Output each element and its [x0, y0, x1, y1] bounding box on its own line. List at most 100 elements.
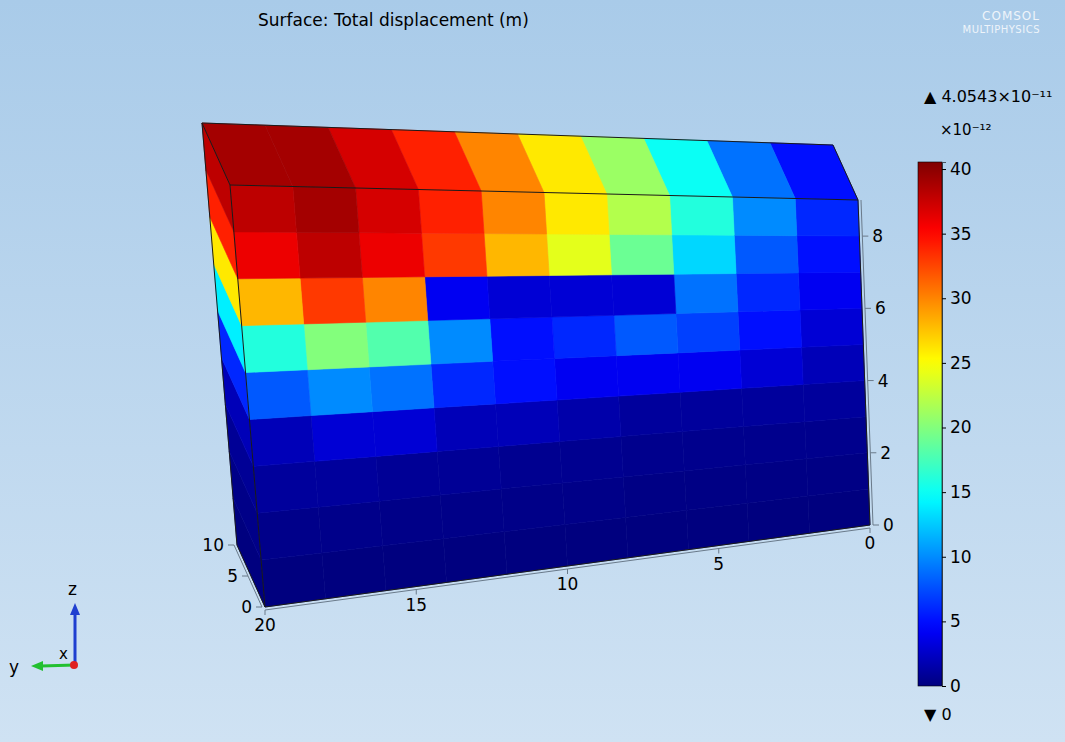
box-edge: [833, 145, 858, 200]
surface-cell: [803, 381, 866, 422]
z-tick: [870, 452, 876, 453]
surface-cell: [437, 446, 501, 495]
surface-cell: [736, 273, 800, 312]
box-edge: [265, 525, 870, 607]
triad-y-head: [31, 661, 43, 671]
surface-cell: [557, 396, 621, 441]
surface-cell: [795, 199, 859, 237]
x-tick-label: 5: [227, 566, 238, 586]
surface-cell: [805, 417, 868, 459]
surface-cell: [674, 274, 738, 314]
colorbar-tick-mark: [942, 428, 946, 429]
surface-cell: [234, 232, 300, 279]
surface-cell: [253, 461, 318, 513]
z-tick-label: 8: [872, 226, 883, 246]
surface-cell: [322, 546, 386, 599]
surface-cell: [616, 353, 680, 396]
axis-triad: z y x: [9, 579, 80, 677]
surface-cell: [418, 190, 484, 234]
surface-cell: [304, 322, 369, 370]
surface-cell: [359, 233, 425, 278]
surface-cell: [732, 197, 796, 236]
surface-cell: [356, 188, 422, 233]
figure: 05101520051002468Surface: Total displace…: [0, 0, 1065, 742]
colorbar-tick: 35: [942, 224, 972, 244]
colorbar-tick-label: 5: [950, 611, 961, 631]
surface-cell: [366, 320, 431, 366]
surface-cell: [249, 416, 314, 467]
surface-cell: [257, 507, 322, 560]
surface-cell: [672, 235, 736, 274]
y-tick-label: 10: [557, 574, 579, 594]
colorbar-tick-mark: [942, 234, 946, 235]
surface-cell: [684, 465, 747, 510]
surface-cell: [202, 123, 293, 187]
triad-z-label: z: [68, 579, 77, 599]
box-edge: [858, 200, 870, 525]
colorbar-tick-label: 0: [950, 676, 961, 696]
surface-cell: [612, 274, 676, 315]
triad-y-label: y: [9, 657, 19, 677]
z-tick: [865, 308, 871, 309]
surface-cell: [315, 456, 380, 507]
surface-cell: [680, 388, 743, 431]
colorbar-tick: 15: [942, 482, 972, 502]
surface-cell: [682, 427, 745, 471]
surface-cell: [678, 350, 742, 392]
colorbar-tick-label: 15: [950, 482, 972, 502]
colorbar-tick: 10: [942, 547, 972, 567]
x-tick-label: 10: [202, 535, 224, 555]
triad-x: [70, 661, 78, 669]
surface-cell: [362, 277, 427, 322]
colorbar-tick-label: 30: [950, 288, 972, 308]
surface-cell: [238, 278, 304, 326]
watermark: COMSOL: [982, 9, 1040, 23]
colorbar-tick-label: 35: [950, 224, 972, 244]
surface-cell: [246, 370, 311, 420]
surface-cell: [434, 404, 498, 452]
colorbar-tick: 25: [942, 353, 972, 373]
surface-cell: [544, 193, 609, 235]
colorbar: [918, 162, 942, 686]
surface-cell: [379, 495, 443, 546]
surface-cell: [806, 453, 868, 496]
z-tick-label: 6: [875, 298, 886, 318]
y-tick-label: 15: [405, 595, 427, 615]
box-edge: [230, 185, 265, 607]
surface-cell: [742, 384, 805, 426]
colorbar-axis: 0510152025303540: [942, 159, 972, 696]
surface-cell: [484, 234, 549, 277]
surface-cell: [676, 312, 740, 353]
triad-z-head: [70, 603, 80, 615]
surface-cell: [607, 194, 672, 235]
surface-cell: [443, 532, 507, 583]
surface-cell: [802, 344, 865, 384]
surface-cell: [547, 234, 612, 276]
surface-cell: [440, 489, 504, 539]
colorbar-tick-label: 10: [950, 547, 972, 567]
surface-cell: [431, 361, 496, 407]
surface-cell: [800, 308, 863, 347]
surface-cell: [554, 356, 618, 400]
surface-cell: [300, 277, 366, 323]
surface-plot: [202, 123, 870, 607]
background: [0, 0, 1065, 742]
surface-cell: [609, 234, 674, 274]
surface-cell: [293, 187, 359, 233]
colorbar-tick-mark: [942, 169, 946, 170]
colorbar-tick-label: 40: [950, 159, 972, 179]
colorbar-tick: 5: [942, 611, 961, 631]
triad-x-label: x: [59, 645, 68, 663]
z-tick: [868, 380, 874, 381]
surface-cell: [619, 392, 683, 436]
z-axis-line: [861, 200, 873, 525]
surface-cell: [549, 275, 614, 317]
colorbar-tick: 0: [942, 676, 961, 696]
surface-cell: [369, 364, 434, 412]
surface-cell: [562, 477, 625, 525]
surface-cell: [670, 196, 735, 236]
surface-cell: [798, 272, 862, 310]
surface-cell: [376, 451, 440, 501]
colorbar-tick-mark: [942, 621, 946, 622]
surface-cell: [261, 553, 325, 607]
